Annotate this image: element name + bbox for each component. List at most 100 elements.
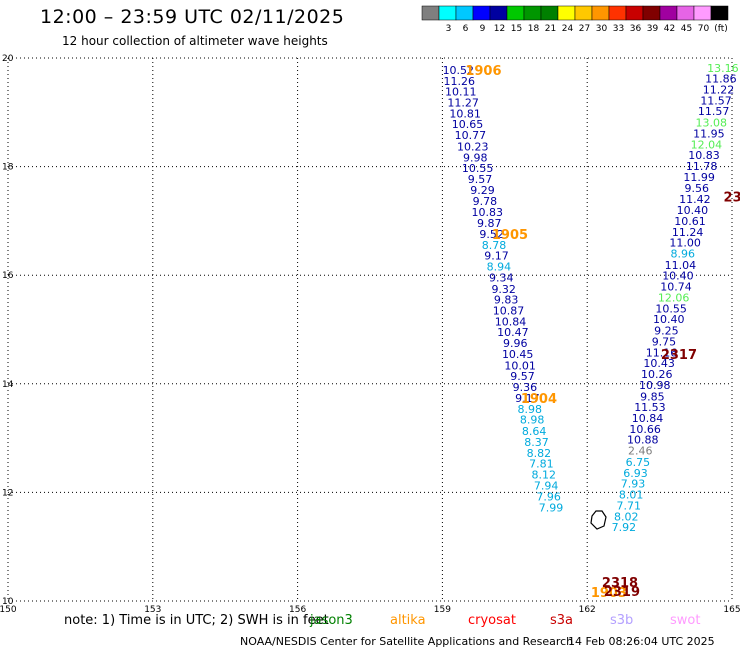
scale-label: 45 bbox=[681, 24, 692, 34]
scale-label: 36 bbox=[630, 24, 642, 34]
scale-label: 6 bbox=[463, 24, 469, 34]
scale-label: 12 bbox=[494, 24, 505, 34]
scale-label: 3 bbox=[446, 24, 452, 34]
scale-unit: (ft) bbox=[714, 24, 728, 34]
wave-height-value: 8.82 bbox=[527, 447, 552, 460]
wave-height-value: 10.81 bbox=[449, 107, 481, 120]
wave-height-value: 11.99 bbox=[683, 171, 715, 184]
wave-height-value: 11.27 bbox=[447, 97, 479, 110]
x-tick-label: 159 bbox=[434, 605, 451, 615]
pass-time-label: 1905 bbox=[492, 228, 528, 243]
wave-height-value: 9.57 bbox=[468, 173, 493, 186]
wave-height-value: 10.40 bbox=[677, 204, 709, 217]
wave-height-value: 9.34 bbox=[489, 271, 514, 284]
pass-time-label: 2316 bbox=[724, 190, 740, 205]
wave-height-value: 9.29 bbox=[470, 184, 495, 197]
wave-height-value: 9.83 bbox=[494, 294, 519, 307]
wave-height-value: 11.26 bbox=[444, 75, 476, 88]
scale-label: 30 bbox=[596, 24, 608, 34]
wave-height-value: 13.16 bbox=[707, 62, 739, 75]
scale-label: 70 bbox=[698, 24, 710, 34]
satellite-legend-altika: altika bbox=[390, 613, 426, 628]
wave-height-value: 8.37 bbox=[524, 436, 549, 449]
wave-height-value: 8.64 bbox=[522, 425, 547, 438]
wave-height-value: 10.83 bbox=[472, 206, 504, 219]
wave-height-value: 10.87 bbox=[493, 304, 525, 317]
wave-height-value: 11.95 bbox=[693, 127, 725, 140]
pass-time-label: 2317 bbox=[661, 348, 697, 363]
wave-height-value: 10.61 bbox=[674, 215, 706, 228]
scale-label: 24 bbox=[562, 24, 574, 34]
wave-height-value: 8.01 bbox=[619, 489, 644, 502]
wave-height-value: 9.25 bbox=[654, 325, 679, 338]
wave-height-value: 9.32 bbox=[491, 283, 516, 296]
wave-height-value: 11.24 bbox=[672, 226, 704, 239]
satellite-legend-s3a: s3a bbox=[550, 613, 574, 628]
wave-height-value: 11.00 bbox=[669, 237, 701, 250]
generated-timestamp: 14 Feb 08:26:04 UTC 2025 bbox=[568, 635, 715, 648]
y-tick-label: 18 bbox=[2, 163, 14, 173]
wave-height-value: 9.36 bbox=[513, 381, 538, 394]
wave-height-value: 10.01 bbox=[504, 359, 536, 372]
wave-height-value: 10.26 bbox=[641, 368, 673, 381]
wave-height-value: 10.98 bbox=[639, 379, 671, 392]
pass-time-label: 2319 bbox=[604, 585, 640, 600]
chart-title: 12:00 – 23:59 UTC 02/11/2025 bbox=[40, 6, 345, 28]
wave-height-value: 9.57 bbox=[510, 370, 535, 383]
satellite-legend-s3b: s3b bbox=[610, 613, 634, 628]
wave-height-value: 9.56 bbox=[685, 182, 710, 195]
wave-height-value: 10.40 bbox=[653, 313, 685, 326]
wave-height-value: 6.75 bbox=[626, 456, 651, 469]
wave-height-value: 7.71 bbox=[616, 499, 641, 512]
wave-height-value: 11.22 bbox=[703, 83, 735, 96]
wave-height-value: 6.93 bbox=[623, 467, 648, 480]
satellite-legend-jason3: jason3 bbox=[310, 613, 353, 628]
wave-height-value: 9.52 bbox=[479, 228, 504, 241]
wave-height-value: 9.78 bbox=[473, 195, 498, 208]
credit-line: NOAA/NESDIS Center for Satellite Applica… bbox=[240, 635, 574, 648]
wave-height-value: 11.42 bbox=[679, 193, 711, 206]
y-tick-label: 10 bbox=[2, 597, 14, 607]
wave-height-value: 8.12 bbox=[532, 468, 557, 481]
wave-height-value: 10.66 bbox=[629, 423, 661, 436]
wave-height-value: 8.78 bbox=[482, 239, 507, 252]
scale-label: 15 bbox=[511, 24, 522, 34]
wave-height-value: 9.85 bbox=[640, 390, 665, 403]
wave-height-value: 10.55 bbox=[462, 162, 494, 175]
wave-height-value: 11.04 bbox=[665, 259, 697, 272]
y-tick-label: 12 bbox=[2, 488, 13, 498]
wave-height-value: 10.74 bbox=[660, 281, 692, 294]
wave-height-value: 10.40 bbox=[662, 270, 694, 283]
wave-height-value: 2.46 bbox=[628, 445, 653, 458]
wave-height-value: 11.53 bbox=[634, 401, 666, 414]
y-tick-label: 20 bbox=[2, 54, 14, 64]
chart-subtitle: 12 hour collection of altimeter wave hei… bbox=[62, 34, 328, 48]
wave-height-labels: 10.5211.2610.1111.2710.8110.6510.7710.23… bbox=[443, 62, 739, 534]
wave-height-value: 8.98 bbox=[518, 403, 543, 416]
wave-height-value: 9.75 bbox=[652, 335, 677, 348]
wave-height-value: 11.57 bbox=[700, 94, 732, 107]
wave-height-value: 10.55 bbox=[655, 302, 687, 315]
wave-height-value: 8.02 bbox=[614, 510, 639, 523]
x-tick-label: 156 bbox=[289, 605, 306, 615]
wave-height-value: 10.84 bbox=[632, 412, 664, 425]
wave-height-value: 10.45 bbox=[502, 348, 534, 361]
scale-label: 42 bbox=[664, 24, 675, 34]
wave-height-value: 8.94 bbox=[487, 261, 512, 274]
wave-height-value: 10.65 bbox=[452, 118, 484, 131]
y-tick-label: 16 bbox=[2, 271, 14, 281]
pass-time-label: 1906 bbox=[465, 64, 501, 79]
wave-height-value: 8.96 bbox=[671, 247, 696, 260]
wave-height-value: 11.78 bbox=[686, 160, 718, 173]
pass-time-label: 2318 bbox=[602, 576, 638, 591]
wave-height-value: 9.17 bbox=[515, 392, 540, 405]
wave-height-value: 7.99 bbox=[539, 502, 564, 515]
color-scale-legend: 3 6 9 12 15 18 21 24 27 30 33 36 39 42 45 70 (ft) bbox=[421, 5, 729, 34]
wave-height-value: 7.81 bbox=[529, 458, 554, 471]
y-tick-label: 14 bbox=[2, 380, 14, 390]
wave-height-value: 9.87 bbox=[477, 217, 502, 230]
wave-height-value: 10.88 bbox=[627, 434, 659, 447]
axis-tick-labels: 150 153 156 159 162 165 10 12 14 16 18 20 bbox=[0, 54, 740, 615]
